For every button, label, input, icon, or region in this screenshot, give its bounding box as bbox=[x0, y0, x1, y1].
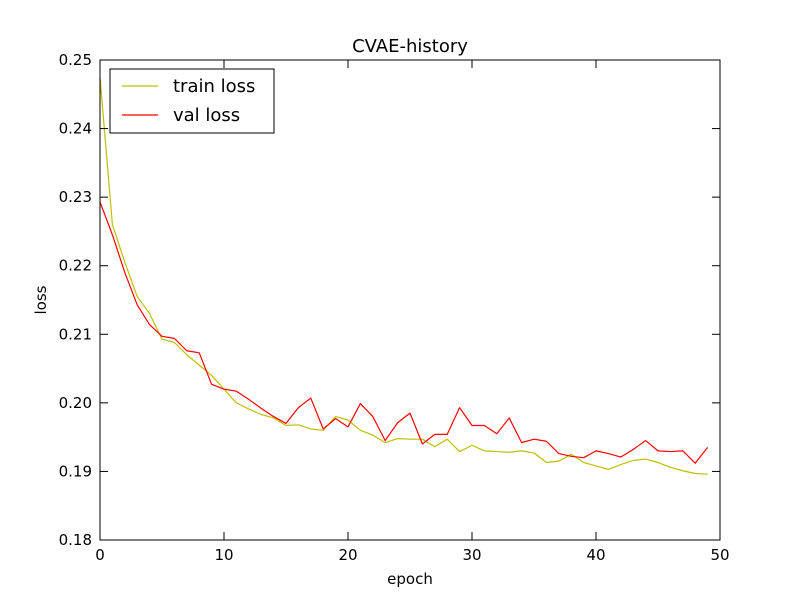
x-tick-label: 40 bbox=[586, 546, 605, 564]
x-axis-label: epoch bbox=[387, 570, 433, 588]
x-tick-label: 10 bbox=[214, 546, 233, 564]
x-tick-label: 20 bbox=[338, 546, 357, 564]
x-tick-label: 50 bbox=[710, 546, 729, 564]
y-tick-label: 0.25 bbox=[59, 51, 92, 69]
series-line-train-loss bbox=[99, 77, 708, 475]
y-tick-label: 0.19 bbox=[59, 462, 92, 480]
chart-title: CVAE-history bbox=[352, 36, 468, 57]
legend-box bbox=[109, 68, 275, 134]
y-axis: 0.18 0.19 0.20 0.21 0.22 0.23 0.24 0.25 bbox=[59, 51, 720, 549]
plot-frame bbox=[99, 59, 721, 541]
x-axis: 0 10 20 30 40 50 bbox=[95, 60, 730, 564]
y-tick-label: 0.23 bbox=[59, 188, 92, 206]
y-tick-label: 0.18 bbox=[59, 531, 92, 549]
y-tick-label: 0.24 bbox=[59, 120, 92, 138]
legend-label: val loss bbox=[173, 105, 240, 126]
y-tick-label: 0.22 bbox=[59, 257, 92, 275]
plot-area bbox=[99, 77, 709, 475]
legend-label: train loss bbox=[173, 76, 255, 97]
series-line-val-loss bbox=[99, 201, 709, 464]
legend: train loss val loss bbox=[109, 68, 275, 134]
y-tick-label: 0.21 bbox=[59, 325, 92, 343]
x-tick-label: 30 bbox=[462, 546, 481, 564]
x-tick-label: 0 bbox=[95, 546, 105, 564]
y-axis-label: loss bbox=[32, 285, 50, 314]
y-tick-label: 0.20 bbox=[59, 394, 92, 412]
